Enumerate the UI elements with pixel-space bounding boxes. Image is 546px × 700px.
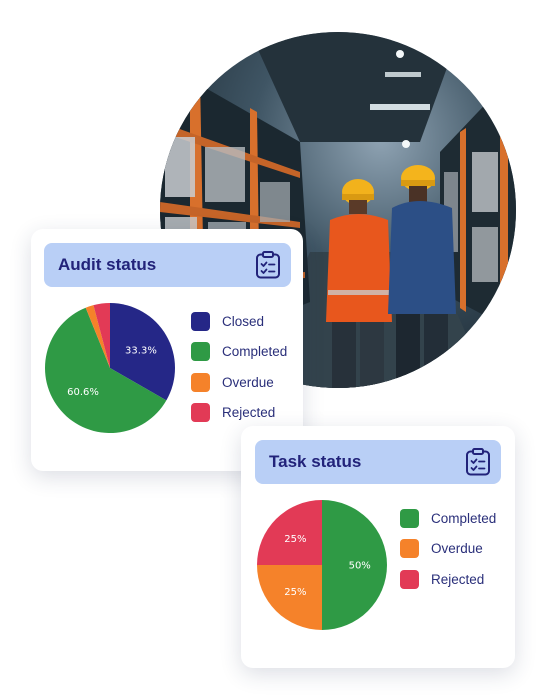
legend-label: Overdue xyxy=(431,541,483,556)
rejected-swatch xyxy=(400,569,419,589)
task-status-title: Task status xyxy=(269,452,362,471)
task-status-header: Task status xyxy=(255,440,501,484)
pie-label-closed: 33.3% xyxy=(125,346,157,357)
closed-swatch xyxy=(191,311,210,331)
pie-slice-rejected xyxy=(93,303,110,368)
legend-label: Overdue xyxy=(222,374,274,390)
pie-slice-closed xyxy=(110,303,176,401)
completed-swatch xyxy=(191,342,210,361)
clipboard-check-icon[interactable] xyxy=(465,448,491,476)
legend-label: Rejected xyxy=(222,405,276,420)
pie-slice-completed xyxy=(322,500,387,630)
overdue-swatch xyxy=(400,539,419,558)
pie-slice-overdue xyxy=(257,565,322,630)
legend-item-rejected: Rejected xyxy=(191,403,287,423)
legend-item-rejected: Rejected xyxy=(400,569,496,589)
audit-status-pie-chart: 33.3% 60.6% xyxy=(45,303,176,433)
rejected-swatch xyxy=(191,403,210,422)
task-status-pie-chart: 50% 25% 25% xyxy=(257,500,387,630)
legend-label: Closed xyxy=(222,313,265,329)
legend-label: Completed xyxy=(222,344,288,359)
audit-status-legend: Closed Completed Overdue Rejected xyxy=(191,311,287,433)
legend-item-completed: Completed xyxy=(191,342,287,362)
audit-status-header: Audit status xyxy=(44,243,291,287)
legend-item-overdue: Overdue xyxy=(191,372,287,392)
pie-label-overdue: 25% xyxy=(284,587,306,598)
completed-swatch xyxy=(400,508,419,528)
legend-label: Rejected xyxy=(431,571,485,587)
audit-status-title: Audit status xyxy=(58,255,157,274)
pie-label-completed: 60.6% xyxy=(67,387,99,398)
pie-slice-rejected xyxy=(257,500,322,565)
pie-label-rejected: 25% xyxy=(284,534,306,545)
pie-slice-completed xyxy=(45,307,167,433)
legend-item-closed: Closed xyxy=(191,311,287,331)
task-status-card: Task status 50% 25% 25% Completed Overdue … xyxy=(241,426,515,668)
clipboard-check-icon[interactable] xyxy=(255,251,281,279)
overdue-swatch xyxy=(191,372,210,392)
legend-item-completed: Completed xyxy=(400,508,496,528)
task-status-legend: Completed Overdue Rejected xyxy=(400,508,496,600)
legend-item-overdue: Overdue xyxy=(400,539,496,559)
legend-label: Completed xyxy=(431,510,497,526)
pie-slice-overdue xyxy=(85,305,110,368)
pie-label-completed: 50% xyxy=(349,561,371,572)
